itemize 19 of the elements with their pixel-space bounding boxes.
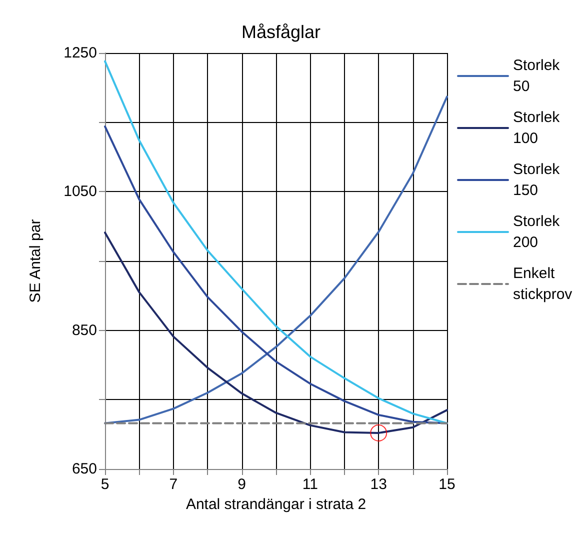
- legend-label: Storlek 150: [513, 161, 564, 199]
- y-tick-label: 650: [72, 460, 97, 478]
- x-tick-label: 7: [169, 476, 178, 493]
- y-tick-label: 850: [72, 322, 97, 339]
- x-axis-title: Antal strandängar i strata 2: [186, 496, 366, 513]
- y-tick-label: 1050: [64, 183, 97, 200]
- x-tick-label: 13: [370, 476, 387, 493]
- legend-label: Storlek 50: [513, 57, 564, 95]
- legend-label: Storlek 100: [513, 109, 564, 147]
- x-tick-label: 15: [438, 476, 456, 493]
- chart-title: Måsfåglar: [241, 22, 321, 42]
- x-tick-label: 5: [100, 476, 110, 493]
- line-series: [104, 232, 448, 434]
- x-tick-label: 9: [238, 476, 246, 493]
- x-tick-label: 11: [302, 476, 318, 493]
- legend-label: Storlek 200: [513, 213, 564, 251]
- y-axis-title: SE Antal par: [27, 219, 44, 303]
- legend-label: Enkelt stickprov: [513, 265, 573, 303]
- y-tick-label: 1250: [64, 44, 97, 62]
